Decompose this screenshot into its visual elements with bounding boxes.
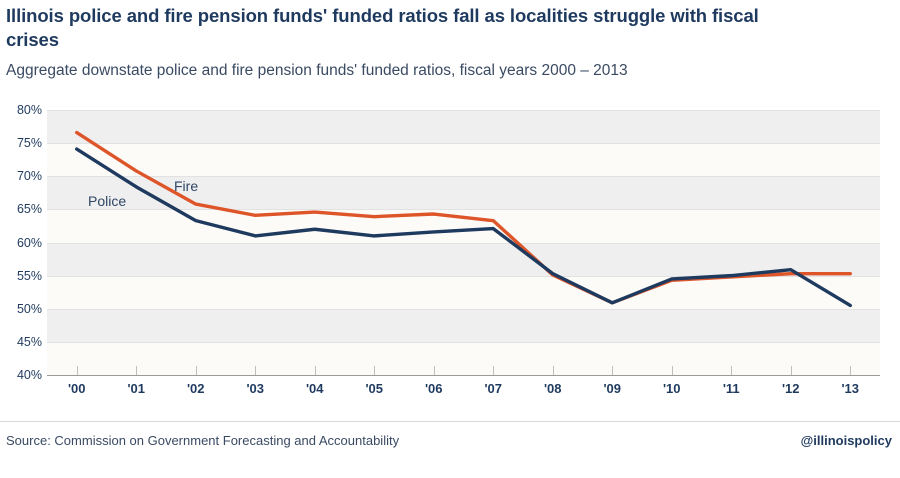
- x-axis-labels: '00 '01 '02 '03 '04 '05 '06 '07 '08 '09 '10 '11 '12 '…: [47, 381, 880, 405]
- plot-area: [47, 110, 880, 376]
- gridline: [47, 341, 880, 343]
- background-band: [47, 110, 880, 144]
- gridline: [47, 143, 880, 145]
- publisher-handle: @illinoispolicy: [800, 433, 892, 448]
- footer-divider: [0, 421, 900, 422]
- background-band: [47, 341, 880, 375]
- x-axis-tick: [76, 366, 78, 375]
- x-axis-tick: [731, 366, 733, 375]
- x-axis-tick-label: '10: [662, 381, 681, 396]
- y-axis-labels: 80% 75% 70% 65% 60% 55% 50% 45% 40%: [0, 103, 42, 382]
- x-axis-tick: [136, 366, 138, 375]
- y-axis-tick-label: 55%: [16, 268, 42, 283]
- chart-subtitle: Aggregate downstate police and fire pens…: [6, 61, 628, 79]
- x-axis-tick-label: '11: [722, 381, 740, 396]
- x-axis-tick-label: '08: [543, 381, 562, 396]
- x-axis-tick-label: '04: [305, 381, 324, 396]
- x-axis-tick-label: '01: [127, 381, 146, 396]
- x-axis-tick-label: '09: [603, 381, 622, 396]
- x-axis-tick: [255, 366, 257, 375]
- series-label-fire: Fire: [174, 178, 199, 194]
- x-axis-tick: [790, 366, 792, 375]
- background-bands: [47, 110, 880, 375]
- y-axis-tick-label: 75%: [16, 136, 42, 151]
- x-axis-tick-label: '00: [67, 381, 86, 396]
- background-band: [47, 143, 880, 177]
- x-axis-tick-label: '07: [484, 381, 503, 396]
- x-axis-tick: [374, 366, 376, 375]
- line-police: [75, 147, 852, 308]
- x-axis-tick-label: '06: [424, 381, 443, 396]
- gridline: [47, 110, 880, 111]
- y-axis-tick-label: 60%: [16, 235, 42, 250]
- chart-title: Illinois police and fire pension funds' …: [6, 5, 759, 51]
- x-axis-tick: [850, 366, 852, 375]
- gridline: [47, 176, 880, 178]
- x-axis-tick-label: '13: [841, 381, 860, 396]
- x-axis-tick-label: '02: [186, 381, 205, 396]
- y-axis-tick-label: 65%: [16, 202, 42, 217]
- x-axis-tick: [552, 366, 554, 375]
- x-axis-line: [47, 375, 880, 376]
- y-axis-tick-label: 80%: [16, 103, 42, 117]
- chart-header: Illinois police and fire pension funds' …: [6, 4, 886, 80]
- x-axis-tick: [493, 366, 495, 375]
- x-axis-tick: [195, 366, 197, 375]
- x-axis-tick-label: '12: [781, 381, 800, 396]
- gridline: [47, 209, 880, 211]
- x-axis-tick-label: '05: [365, 381, 384, 396]
- y-axis-tick-label: 40%: [16, 368, 42, 382]
- gridline: [47, 275, 880, 277]
- gridline: [47, 242, 880, 244]
- gridline: [47, 308, 880, 310]
- series-label-police: Police: [88, 193, 127, 209]
- background-band: [47, 275, 880, 309]
- y-axis-tick-label: 50%: [16, 301, 42, 316]
- background-band: [47, 242, 880, 276]
- x-axis-tick: [671, 366, 673, 375]
- x-axis-ticks: [47, 366, 880, 376]
- series-lines: [75, 130, 852, 308]
- background-band: [47, 308, 880, 342]
- source-note: Source: Commission on Government Forecas…: [6, 433, 400, 448]
- y-axis-tick-label: 45%: [16, 334, 42, 349]
- x-axis-tick: [314, 366, 316, 375]
- y-axis-tick-label: 70%: [16, 169, 42, 184]
- background-band: [47, 176, 880, 210]
- x-axis-tick: [612, 366, 614, 375]
- x-axis-tick-label: '03: [246, 381, 265, 396]
- x-axis-tick: [433, 366, 435, 375]
